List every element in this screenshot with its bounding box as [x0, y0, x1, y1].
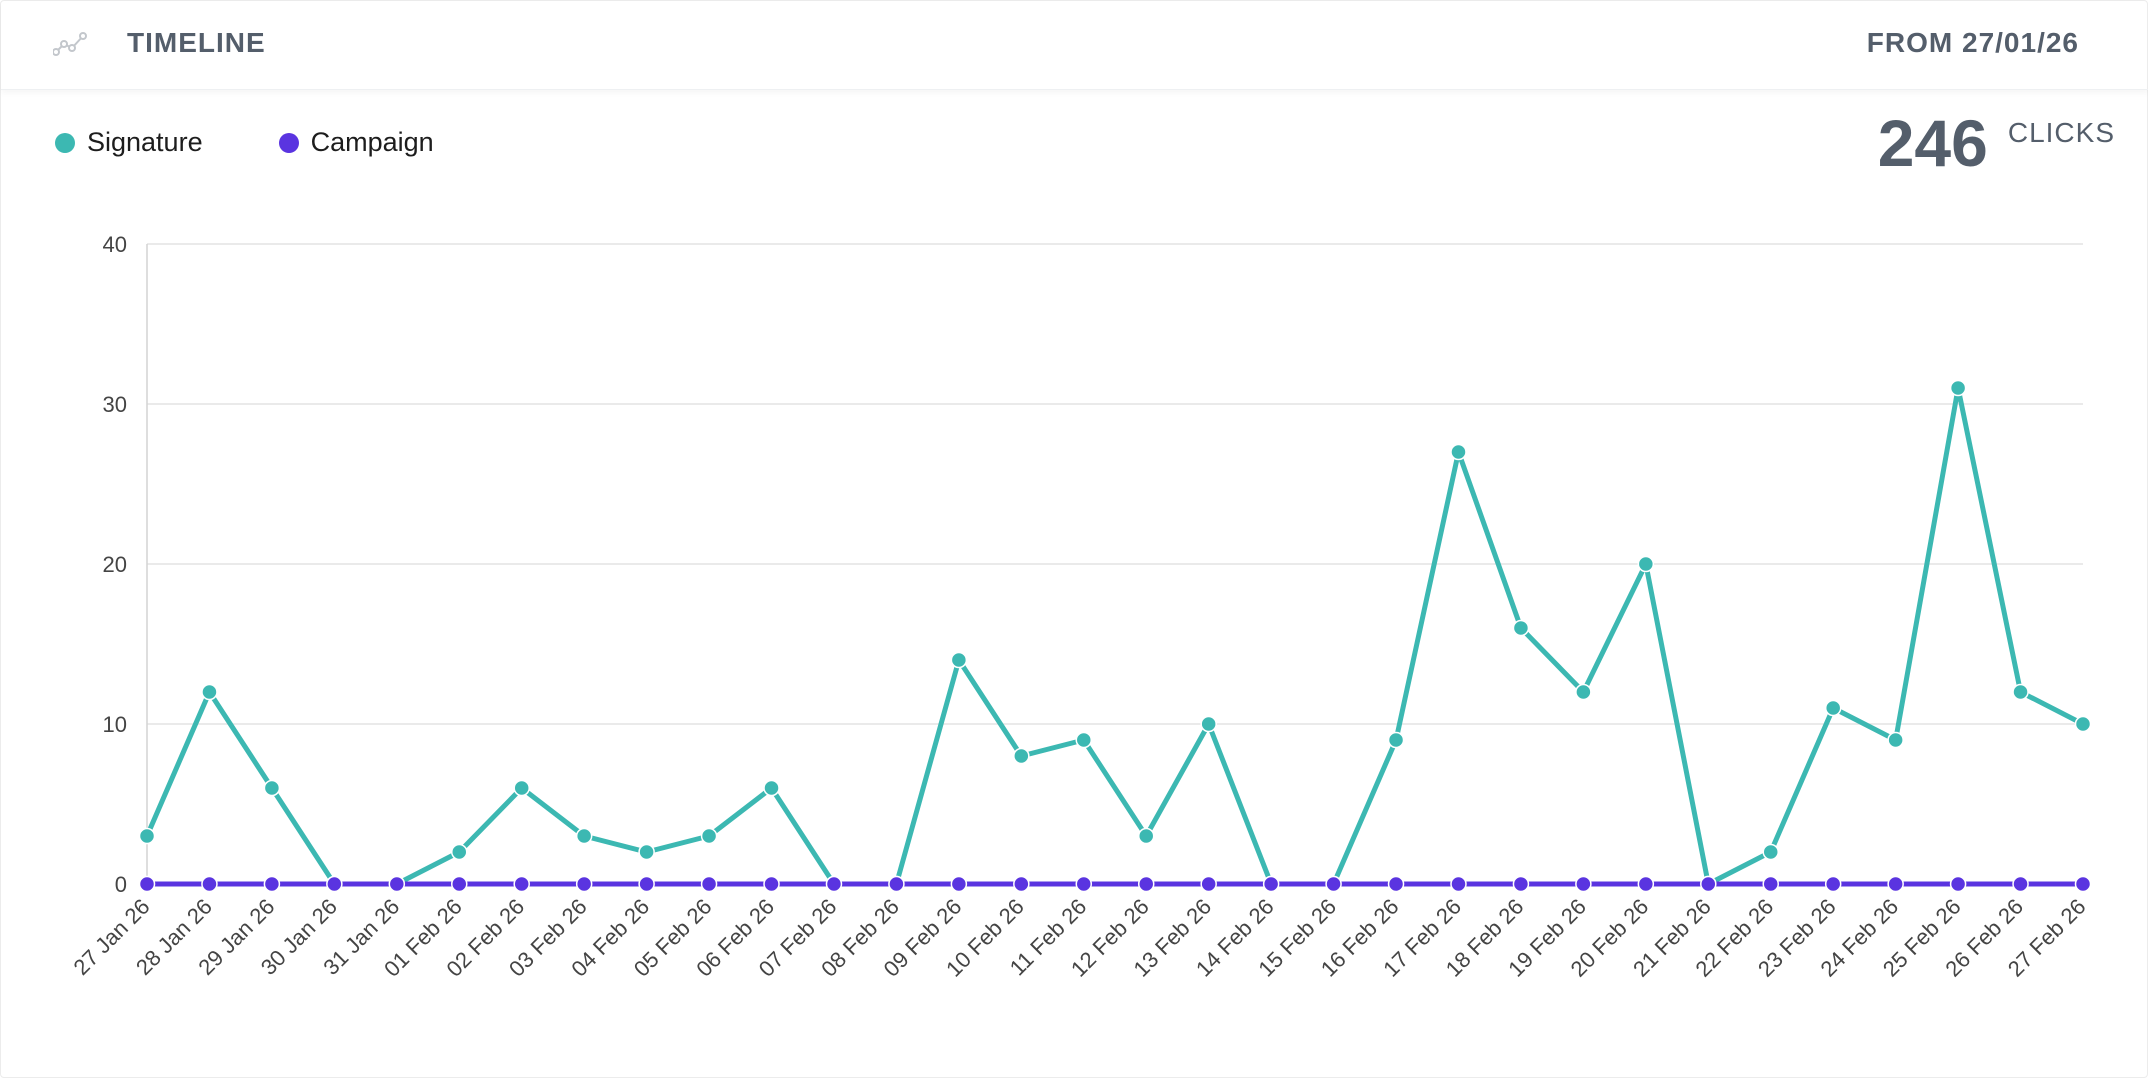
data-point-signature: [1637, 555, 1655, 573]
legend-label-signature: Signature: [87, 127, 203, 157]
data-point-signature: [1387, 731, 1405, 749]
data-point-campaign: [888, 875, 905, 893]
data-point-signature: [1075, 731, 1093, 749]
data-point-campaign: [1700, 875, 1717, 893]
data-point-signature: [1575, 683, 1592, 701]
data-point-campaign: [1325, 875, 1342, 893]
data-point-campaign: [950, 875, 968, 893]
data-point-signature: [1137, 827, 1155, 845]
data-point-campaign: [2012, 875, 2029, 893]
series-line-signature: [144, 385, 2086, 887]
card-title: TIMELINE: [127, 27, 266, 58]
data-point-campaign: [326, 875, 343, 893]
data-point-signature: [1200, 715, 1217, 733]
line-chart-icon: [53, 32, 87, 56]
data-point-campaign: [1824, 875, 1842, 893]
data-point-signature: [1450, 443, 1467, 461]
data-point-campaign: [1075, 875, 1093, 893]
data-point-signature: [1013, 747, 1030, 765]
data-point-signature: [451, 843, 468, 861]
data-point-signature: [950, 651, 968, 669]
data-point-campaign: [1387, 875, 1405, 893]
data-point-signature: [1949, 379, 1967, 397]
data-point-campaign: [575, 875, 593, 893]
data-point-campaign: [763, 875, 780, 893]
date-range-label: FROM 27/01/26: [1866, 27, 2079, 58]
data-point-campaign: [1637, 875, 1655, 893]
data-point-campaign: [138, 875, 156, 893]
data-point-campaign: [388, 875, 406, 893]
data-point-campaign: [1575, 875, 1592, 893]
data-point-campaign: [1262, 875, 1280, 893]
data-point-campaign: [201, 875, 218, 893]
data-point-signature: [1762, 843, 1779, 861]
data-point-campaign: [1200, 875, 1217, 893]
data-point-signature: [201, 683, 218, 701]
data-point-campaign: [513, 875, 530, 893]
y-tick-label: 40: [103, 232, 127, 257]
legend-label-campaign: Campaign: [310, 127, 434, 157]
data-point-campaign: [1949, 875, 1967, 893]
total-clicks-unit: CLICKS: [2007, 117, 2115, 148]
data-point-campaign: [1137, 875, 1155, 893]
legend-item-signature[interactable]: Signature: [55, 127, 203, 158]
y-tick-label: 10: [103, 712, 127, 737]
total-clicks-value: 246: [1877, 106, 1988, 180]
data-point-signature: [700, 827, 718, 845]
total-clicks: 246 CLICKS: [1878, 105, 2115, 181]
data-point-signature: [763, 779, 780, 797]
legend-marker-signature: [55, 132, 75, 153]
data-point-campaign: [825, 875, 843, 893]
data-point-signature: [575, 827, 593, 845]
data-point-signature: [138, 827, 156, 845]
data-point-campaign: [1013, 875, 1030, 893]
data-point-campaign: [2074, 875, 2092, 893]
card-header: TIMELINE FROM 27/01/26: [1, 1, 2148, 90]
legend-item-campaign[interactable]: Campaign: [278, 127, 434, 158]
y-tick-label: 20: [103, 552, 127, 577]
data-point-campaign: [451, 875, 468, 893]
data-point-signature: [2012, 683, 2029, 701]
data-point-signature: [1512, 619, 1530, 637]
data-point-campaign: [1512, 875, 1530, 893]
chart-legend: Signature Campaign: [55, 127, 510, 158]
data-point-campaign: [1887, 875, 1904, 893]
y-tick-label: 0: [115, 872, 127, 897]
data-point-campaign: [263, 875, 281, 893]
y-tick-label: 30: [103, 392, 127, 417]
data-point-signature: [263, 779, 281, 797]
data-point-signature: [513, 779, 530, 797]
data-point-signature: [638, 843, 655, 861]
data-point-campaign: [638, 875, 655, 893]
data-point-campaign: [700, 875, 718, 893]
legend-marker-campaign: [278, 132, 299, 153]
data-point-signature: [1824, 699, 1842, 717]
data-point-signature: [2074, 715, 2092, 733]
data-point-campaign: [1762, 875, 1779, 893]
data-point-signature: [1887, 731, 1904, 749]
data-point-campaign: [1450, 875, 1467, 893]
